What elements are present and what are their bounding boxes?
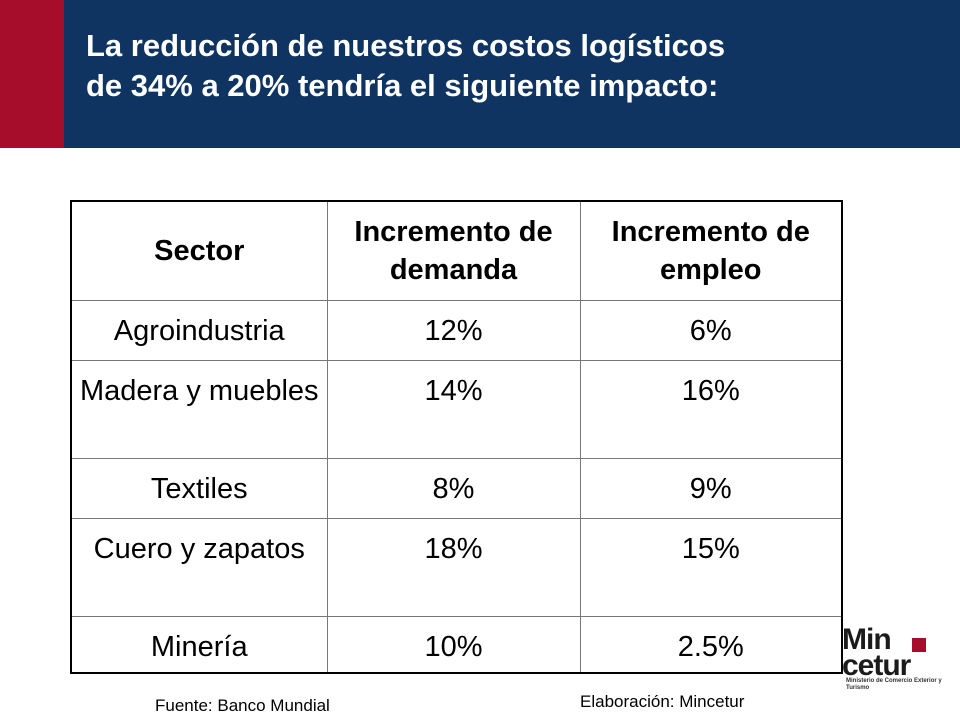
row-employment-value: 9% — [579, 458, 843, 519]
table-row: Textiles 8% 9% — [70, 458, 843, 519]
row-demand-value: 8% — [326, 458, 581, 519]
slide-title: La reducción de nuestros costos logístic… — [86, 26, 946, 106]
row-sector: Agroindustria — [70, 300, 328, 361]
row-sector: Cuero y zapatos — [70, 518, 328, 617]
slide-title-line-2: de 34% a 20% tendría el siguiente impact… — [86, 68, 719, 103]
header-employment-increase: Incremento de empleo — [579, 200, 843, 301]
slide-title-line-1: La reducción de nuestros costos logístic… — [86, 28, 726, 63]
row-sector-text: Madera y muebles — [79, 375, 319, 407]
header-accent-bar — [0, 0, 64, 148]
row-demand-value: 10% — [326, 616, 581, 673]
logo-subtitle: Ministerio de Comercio Exterior y Turism… — [846, 678, 942, 691]
logo-text-line-2: cetur — [842, 649, 911, 682]
row-employment-value: 2.5% — [579, 616, 843, 673]
row-demand-value: 14% — [326, 360, 581, 459]
header-demand-increase: Incremento de demanda — [326, 200, 581, 301]
row-employment-value: 15% — [579, 518, 843, 617]
table-row: Cuero y zapatos 18% 15% — [70, 518, 843, 617]
row-demand-value: 12% — [326, 300, 581, 361]
row-employment-value: 6% — [579, 300, 843, 361]
mincetur-logo: Min cetur Ministerio de Comercio Exterio… — [842, 624, 952, 694]
table-header-row: Sector Incremento de demanda Incremento … — [70, 200, 843, 301]
table-row: Agroindustria 12% 6% — [70, 300, 843, 361]
credit-note: Elaboración: Mincetur — [580, 692, 745, 711]
row-sector: Textiles — [70, 458, 328, 519]
logo-text-line-1: Min — [842, 623, 892, 656]
impact-table: Sector Incremento de demanda Incremento … — [70, 200, 843, 674]
logo-mark-icon — [912, 638, 926, 652]
header-banner: La reducción de nuestros costos logístic… — [0, 0, 960, 148]
row-sector-text: Cuero y zapatos — [93, 533, 305, 565]
table-row: Madera y muebles 14% 16% — [70, 360, 843, 459]
row-demand-value: 18% — [326, 518, 581, 617]
table-row: Minería 10% 2.5% — [70, 616, 843, 673]
source-note: Fuente: Banco Mundial — [155, 696, 330, 715]
row-sector: Minería — [70, 616, 328, 673]
header-sector: Sector — [70, 200, 328, 301]
row-employment-value: 16% — [579, 360, 843, 459]
row-sector: Madera y muebles — [70, 360, 328, 459]
